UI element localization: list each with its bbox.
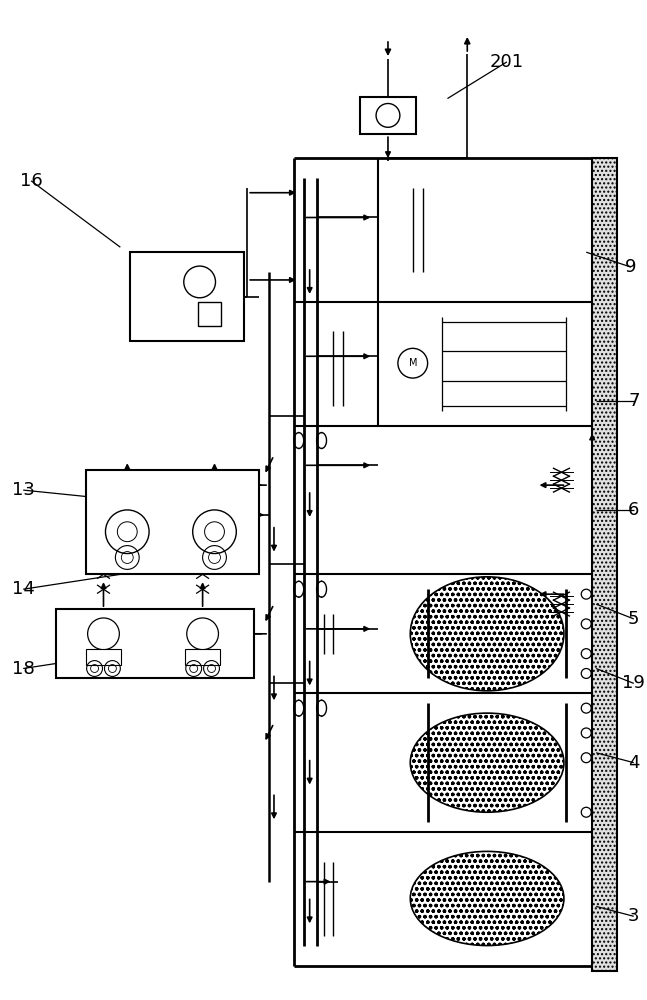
- Text: 18: 18: [12, 660, 34, 678]
- Text: 14: 14: [12, 580, 35, 598]
- Text: 5: 5: [628, 610, 639, 628]
- Text: 4: 4: [628, 754, 639, 772]
- Polygon shape: [178, 308, 190, 320]
- Bar: [197, 302, 221, 326]
- Text: 16: 16: [20, 172, 43, 190]
- Text: 19: 19: [622, 674, 645, 692]
- Text: 7: 7: [628, 392, 639, 410]
- Bar: [360, 97, 416, 134]
- Text: 201: 201: [490, 53, 524, 71]
- Text: 13: 13: [12, 481, 35, 499]
- Bar: [185, 649, 221, 665]
- Text: 6: 6: [628, 501, 639, 519]
- Text: o: o: [102, 631, 105, 637]
- Bar: [592, 158, 617, 971]
- Bar: [85, 649, 122, 665]
- Text: S: S: [197, 277, 203, 287]
- Text: o: o: [201, 631, 204, 637]
- Text: M: M: [408, 358, 417, 368]
- Bar: [130, 252, 245, 341]
- Text: 9: 9: [625, 258, 637, 276]
- Bar: [56, 609, 254, 678]
- Bar: [85, 470, 259, 574]
- Text: 3: 3: [628, 907, 639, 925]
